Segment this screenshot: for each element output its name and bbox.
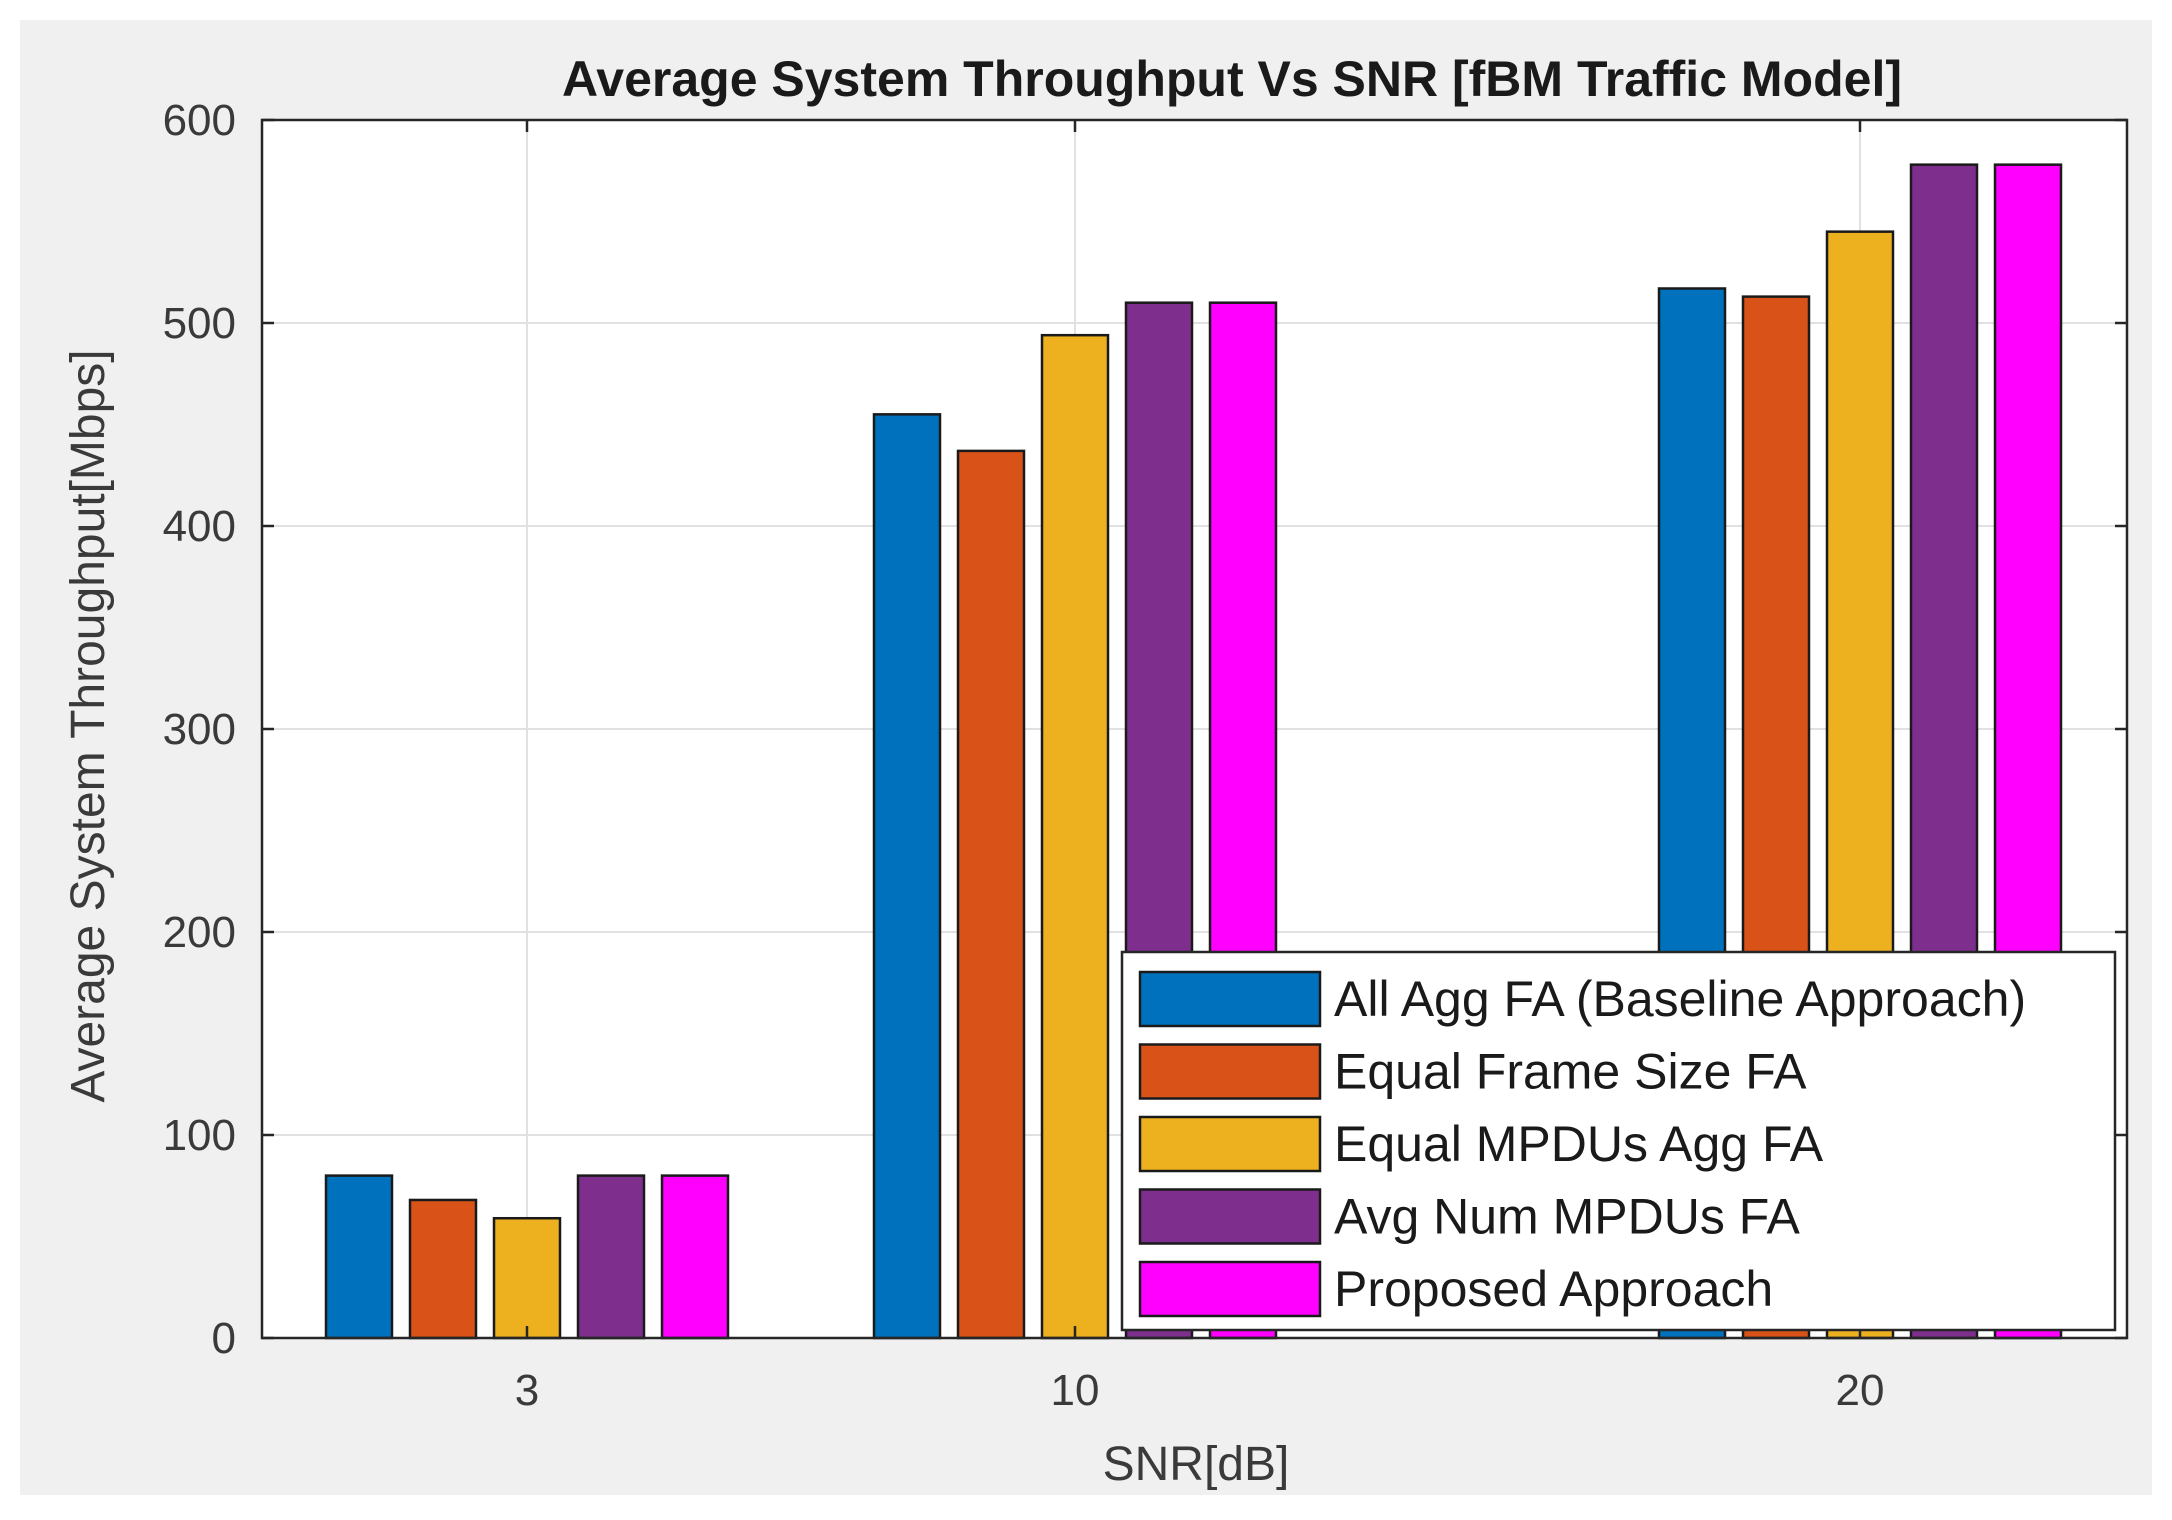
y-tick-label: 200	[163, 908, 236, 957]
bar	[872, 413, 942, 1340]
y-tick-label: 300	[163, 705, 236, 754]
bar	[492, 1216, 562, 1340]
y-tick-label: 500	[163, 299, 236, 348]
x-axis-label: SNR[dB]	[1103, 1438, 1290, 1491]
legend-swatch	[1138, 1043, 1322, 1100]
y-tick-label: 100	[163, 1111, 236, 1160]
y-axis-label: Average System Throughput[Mbps]	[62, 349, 115, 1102]
y-tick-label: 600	[163, 96, 236, 145]
legend-label: Avg Num MPDUs FA	[1334, 1189, 1800, 1245]
bar	[956, 449, 1026, 1340]
legend: All Agg FA (Baseline Approach) Equal Fram…	[1120, 950, 2117, 1332]
legend-label: All Agg FA (Baseline Approach)	[1334, 971, 2026, 1027]
x-tick-label: 10	[1051, 1366, 1100, 1415]
legend-label: Equal MPDUs Agg FA	[1334, 1116, 1824, 1172]
legend-swatch	[1138, 1260, 1322, 1318]
x-tick-label: 20	[1836, 1366, 1885, 1415]
x-tick-label: 3	[515, 1366, 539, 1415]
y-tick-label: 0	[212, 1314, 236, 1363]
bar	[324, 1174, 394, 1340]
legend-swatch	[1138, 1115, 1322, 1173]
legend-swatch	[1138, 1188, 1322, 1245]
y-tick-label: 400	[163, 502, 236, 551]
bar	[660, 1174, 730, 1340]
legend-label: Equal Frame Size FA	[1334, 1044, 1807, 1100]
legend-label: Proposed Approach	[1334, 1261, 1773, 1317]
bar	[408, 1198, 478, 1340]
axes	[260, 118, 2129, 1340]
chart-title: Average System Throughput Vs SNR [fBM Tr…	[562, 51, 1902, 107]
bar	[1040, 333, 1110, 1340]
bar	[576, 1174, 646, 1340]
legend-swatch	[1138, 970, 1322, 1028]
